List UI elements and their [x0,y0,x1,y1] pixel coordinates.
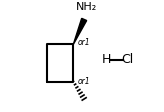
Text: or1: or1 [78,38,90,47]
Text: NH₂: NH₂ [76,2,97,12]
Text: or1: or1 [78,77,90,86]
Polygon shape [73,18,87,44]
Text: H: H [101,53,111,66]
Text: Cl: Cl [122,53,134,66]
